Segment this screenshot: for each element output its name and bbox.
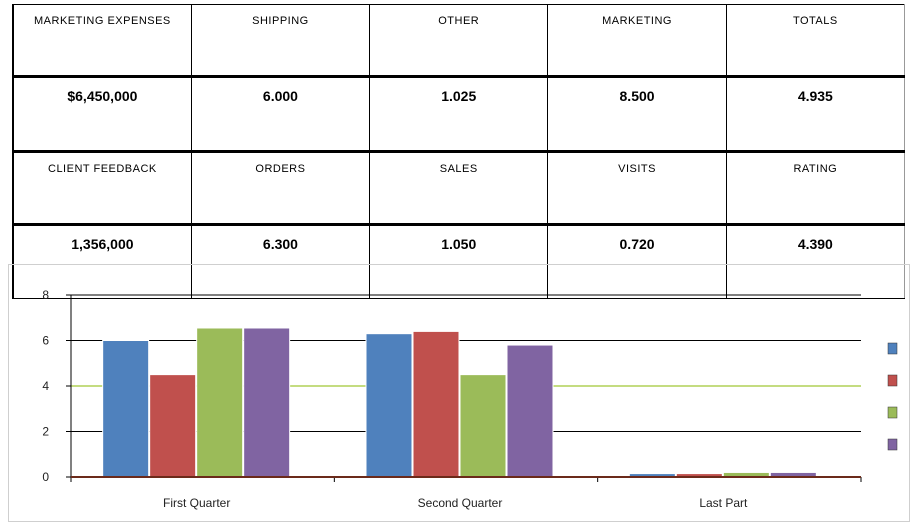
x-tick-label: Last Part (699, 496, 748, 510)
bar (506, 344, 554, 478)
table-cell: 6.000 (190, 75, 371, 152)
bar (412, 330, 460, 478)
table-cell: RATING (725, 150, 906, 225)
bar (365, 333, 413, 478)
legend-swatch (887, 438, 898, 451)
table-cell: 4.390 (725, 223, 906, 299)
table-cell: OTHER (369, 4, 549, 77)
table-cell: TOTALS (725, 4, 906, 77)
bar (459, 374, 507, 478)
table-cell: MARKETING (547, 4, 727, 77)
y-tick-label: 6 (42, 334, 49, 348)
bar (243, 327, 291, 478)
bar (196, 327, 244, 478)
table-cell: MARKETING EXPENSES (11, 4, 192, 77)
chart-area: 0 2 4 6 8 First Quarter Second Quarter Last Par… (8, 264, 910, 522)
table-cell: CLIENT FEEDBACK (11, 150, 192, 225)
y-tick-label: 8 (42, 288, 49, 302)
legend-swatch (887, 342, 898, 355)
table-cell: 6.300 (190, 223, 371, 299)
bar-chart: 0 2 4 6 8 First Quarter Second Quarter Last Par… (42, 288, 898, 510)
data-table: MARKETING EXPENSES SHIPPING OTHER MARKET… (11, 4, 906, 299)
legend-swatch (887, 374, 898, 387)
table-cell: 8.500 (547, 75, 727, 152)
table-cell: 1.025 (369, 75, 549, 152)
table-cell: $6,450,000 (11, 75, 192, 152)
table-cell: 1,356,000 (11, 223, 192, 299)
table-cell: ORDERS (190, 150, 371, 225)
y-tick-label: 2 (42, 425, 49, 439)
table-cell: VISITS (547, 150, 727, 225)
bar (149, 374, 197, 478)
table-cell: 4.935 (725, 75, 906, 152)
y-tick-label: 0 (42, 470, 49, 484)
x-tick-label: First Quarter (163, 496, 230, 510)
table-row: CLIENT FEEDBACK ORDERS SALES VISITS RATI… (11, 150, 906, 225)
y-tick-label: 4 (42, 379, 49, 393)
table-row: $6,450,000 6.000 1.025 8.500 4.935 (11, 75, 906, 152)
table-cell: 0.720 (547, 223, 727, 299)
x-tick-label: Second Quarter (418, 496, 503, 510)
table-row: MARKETING EXPENSES SHIPPING OTHER MARKET… (11, 4, 906, 77)
table-cell: SALES (369, 150, 549, 225)
legend-swatch (887, 406, 898, 419)
table-cell: SHIPPING (190, 4, 371, 77)
bar (102, 340, 150, 478)
table-row: 1,356,000 6.300 1.050 0.720 4.390 (11, 223, 906, 299)
